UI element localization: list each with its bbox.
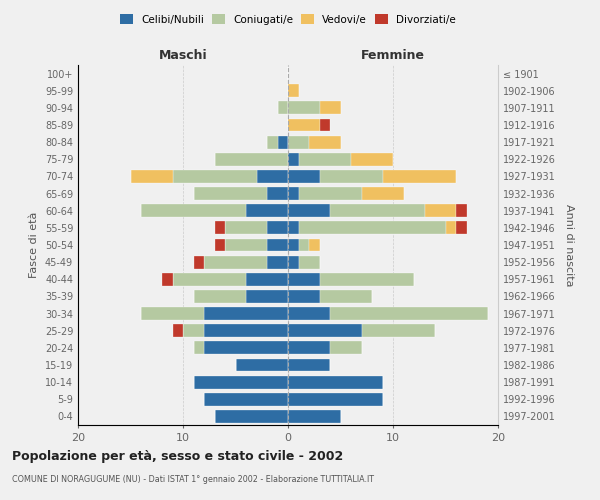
Bar [330, 204, 425, 217]
Bar [193, 256, 204, 268]
Bar [193, 376, 288, 388]
Bar [299, 153, 351, 166]
Bar [215, 222, 225, 234]
Bar [445, 222, 456, 234]
Bar [267, 187, 288, 200]
Bar [204, 342, 288, 354]
Bar [288, 238, 299, 252]
Bar [204, 393, 288, 406]
Bar [204, 324, 288, 337]
Bar [299, 222, 445, 234]
Bar [246, 273, 288, 285]
Bar [351, 153, 393, 166]
Bar [361, 324, 435, 337]
Bar [215, 153, 288, 166]
Text: Maschi: Maschi [158, 48, 208, 62]
Bar [288, 376, 383, 388]
Bar [246, 290, 288, 303]
Bar [299, 187, 361, 200]
Bar [246, 204, 288, 217]
Bar [141, 307, 204, 320]
Bar [162, 273, 173, 285]
Bar [383, 170, 456, 183]
Bar [173, 324, 183, 337]
Bar [288, 136, 309, 148]
Bar [288, 307, 330, 320]
Bar [235, 358, 288, 372]
Bar [225, 222, 267, 234]
Bar [183, 324, 204, 337]
Bar [309, 238, 320, 252]
Text: Popolazione per età, sesso e stato civile - 2002: Popolazione per età, sesso e stato civil… [12, 450, 343, 463]
Bar [193, 187, 267, 200]
Bar [288, 118, 320, 132]
Bar [173, 170, 257, 183]
Bar [456, 222, 467, 234]
Bar [204, 256, 267, 268]
Bar [215, 238, 225, 252]
Text: COMUNE DI NORAGUGUME (NU) - Dati ISTAT 1° gennaio 2002 - Elaborazione TUTTITALIA: COMUNE DI NORAGUGUME (NU) - Dati ISTAT 1… [12, 475, 374, 484]
Bar [257, 170, 288, 183]
Bar [288, 393, 383, 406]
Bar [267, 222, 288, 234]
Bar [425, 204, 456, 217]
Bar [320, 118, 330, 132]
Bar [288, 222, 299, 234]
Bar [131, 170, 173, 183]
Bar [141, 204, 246, 217]
Legend: Celibi/Nubili, Coniugati/e, Vedovi/e, Divorziati/e: Celibi/Nubili, Coniugati/e, Vedovi/e, Di… [116, 10, 460, 29]
Bar [320, 102, 341, 114]
Bar [204, 307, 288, 320]
Y-axis label: Anni di nascita: Anni di nascita [564, 204, 574, 286]
Bar [288, 324, 361, 337]
Bar [288, 342, 330, 354]
Bar [288, 290, 320, 303]
Bar [215, 410, 288, 423]
Bar [277, 102, 288, 114]
Bar [193, 342, 204, 354]
Bar [173, 273, 246, 285]
Bar [456, 204, 467, 217]
Bar [288, 102, 320, 114]
Bar [288, 273, 320, 285]
Bar [320, 273, 414, 285]
Bar [277, 136, 288, 148]
Bar [288, 204, 330, 217]
Bar [361, 187, 404, 200]
Bar [288, 153, 299, 166]
Bar [288, 410, 341, 423]
Bar [299, 256, 320, 268]
Bar [309, 136, 341, 148]
Bar [267, 238, 288, 252]
Bar [225, 238, 267, 252]
Bar [193, 290, 246, 303]
Bar [267, 256, 288, 268]
Text: Femmine: Femmine [361, 48, 425, 62]
Bar [330, 342, 361, 354]
Bar [288, 170, 320, 183]
Bar [288, 256, 299, 268]
Bar [288, 358, 330, 372]
Bar [320, 290, 372, 303]
Bar [267, 136, 277, 148]
Bar [320, 170, 383, 183]
Y-axis label: Fasce di età: Fasce di età [29, 212, 39, 278]
Bar [288, 187, 299, 200]
Bar [299, 238, 309, 252]
Bar [330, 307, 487, 320]
Bar [288, 84, 299, 97]
